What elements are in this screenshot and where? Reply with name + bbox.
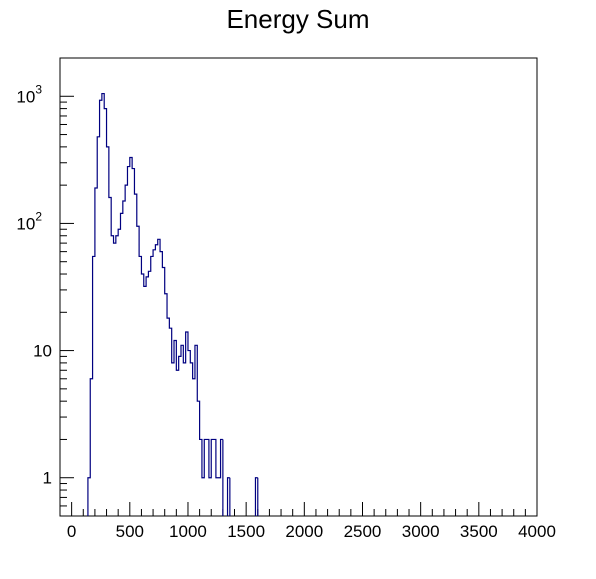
x-tick-label: 4000 bbox=[518, 522, 556, 541]
y-tick-label: 1 bbox=[43, 469, 52, 488]
x-tick-label: 3500 bbox=[460, 522, 498, 541]
series-layer bbox=[87, 92, 259, 516]
y-tick-label: 103 bbox=[16, 82, 42, 106]
x-tick-label: 2500 bbox=[344, 522, 382, 541]
x-tick-label: 0 bbox=[67, 522, 76, 541]
x-tick-label: 1000 bbox=[169, 522, 207, 541]
x-tick-label: 1500 bbox=[227, 522, 265, 541]
x-tick-label: 2000 bbox=[285, 522, 323, 541]
plot-frame bbox=[59, 57, 538, 517]
histogram-step-line bbox=[254, 477, 258, 516]
histogram-step-line bbox=[226, 477, 230, 516]
x-tick-label: 500 bbox=[116, 522, 144, 541]
axis-ticks bbox=[60, 57, 538, 517]
chart-title: Energy Sum bbox=[226, 4, 369, 34]
x-tick-label: 3000 bbox=[402, 522, 440, 541]
tick-labels: 0 500 1000 1500 2000 2500 3000 3500 4000 1 10 102 10… bbox=[16, 82, 556, 541]
y-tick-label: 10 bbox=[33, 342, 52, 361]
y-tick-label: 102 bbox=[16, 209, 42, 233]
histogram-step-line bbox=[87, 92, 223, 516]
